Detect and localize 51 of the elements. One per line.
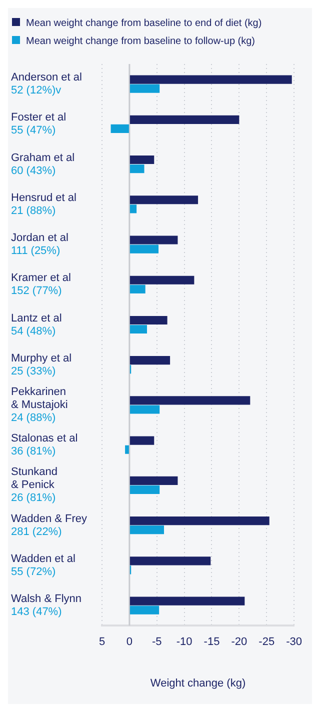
bar xyxy=(110,124,129,133)
bar xyxy=(130,196,198,204)
bar xyxy=(130,476,178,485)
bar xyxy=(130,485,160,494)
x-tick-label: 5 xyxy=(98,636,106,648)
y-tick-label: Lantz et al 54 (48%) xyxy=(11,312,62,338)
bar xyxy=(130,405,160,414)
bar xyxy=(130,596,245,606)
x-tick-label: -5 xyxy=(152,636,162,648)
y-tick-label: Anderson et al 52 (12%)v xyxy=(11,72,82,97)
x-axis-title: Weight change (kg) xyxy=(150,677,246,690)
x-tick-label: -15 xyxy=(204,636,220,648)
bar xyxy=(130,155,154,164)
x-tick-label: -30 xyxy=(286,636,302,648)
y-tick-label: Jordan et al 111 (25%) xyxy=(11,232,68,258)
x-tick-label: -20 xyxy=(231,636,248,648)
y-tick-label: Pekkarinen & Mustajoki 24 (88%) xyxy=(11,386,68,424)
bar xyxy=(130,316,168,325)
bar xyxy=(130,526,164,534)
y-tick-label: Wadden & Frey 281 (22%) xyxy=(11,512,88,538)
bar xyxy=(130,436,154,445)
bar xyxy=(130,516,270,526)
bar xyxy=(130,75,292,84)
y-tick-label: Hensrud et al 21 (88%) xyxy=(11,192,76,217)
bar xyxy=(125,445,129,454)
x-tick-label: -10 xyxy=(176,636,192,648)
y-tick-label: Foster et al 55 (47%) xyxy=(11,112,66,137)
bar xyxy=(130,556,211,566)
bar xyxy=(130,204,137,214)
bar xyxy=(130,284,146,294)
x-tick-label: -25 xyxy=(258,636,275,648)
y-tick-label: Wadden et al 55 (72%) xyxy=(11,552,76,578)
bar xyxy=(130,396,250,405)
y-tick-label: Stalonas et al 36 (81%) xyxy=(11,432,78,458)
legend-label: Mean weight change from baseline to follow-up (kg) xyxy=(26,36,256,47)
legend-label: Mean weight change from baseline to end of diet (kg) xyxy=(26,18,262,29)
y-tick-label: Kramer et al 152 (77%) xyxy=(11,272,71,298)
bar xyxy=(130,606,160,614)
bar xyxy=(130,236,178,244)
y-tick-label: Graham et al 60 (43%) xyxy=(11,152,75,177)
bar xyxy=(130,164,144,174)
bar xyxy=(130,115,240,124)
bar xyxy=(130,324,147,334)
y-tick-label: Murphy et al 25 (33%) xyxy=(11,352,72,378)
bar xyxy=(130,84,160,93)
y-tick-label: Stunkand & Penick 26 (81%) xyxy=(11,466,58,504)
bar xyxy=(130,244,159,254)
y-tick-label: Walsh & Flynn 143 (47%) xyxy=(11,593,82,618)
bar xyxy=(130,276,194,284)
x-tick-label: 0 xyxy=(126,636,132,648)
bar xyxy=(130,356,170,365)
